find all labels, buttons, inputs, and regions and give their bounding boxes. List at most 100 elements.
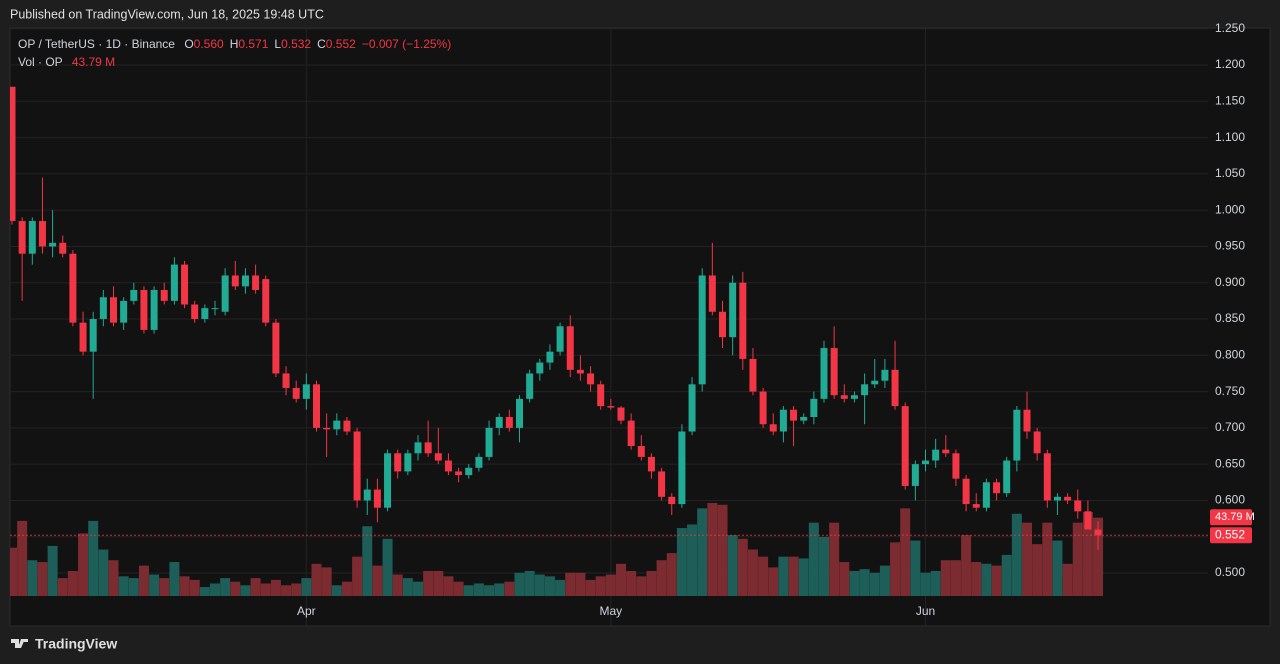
volume-bar bbox=[453, 581, 464, 596]
volume-bar bbox=[636, 576, 647, 596]
candle-body bbox=[10, 86, 16, 222]
candle-body bbox=[932, 449, 940, 461]
volume-bar bbox=[149, 574, 160, 596]
candle-body bbox=[922, 460, 929, 465]
y-tick-label: 0.500 bbox=[1215, 565, 1245, 579]
volume-bar bbox=[10, 547, 17, 596]
chart-pane bbox=[9, 27, 1271, 627]
volume-layer bbox=[10, 503, 1104, 596]
volume-bar bbox=[179, 576, 190, 596]
candle-body bbox=[404, 453, 412, 472]
candle-body bbox=[475, 456, 483, 468]
legend-change: −0.007 (−1.25%) bbox=[362, 37, 451, 51]
published-note: Published on TradingView.com, Jun 18, 20… bbox=[10, 7, 324, 21]
last-price-box bbox=[1210, 527, 1252, 544]
candle-body bbox=[241, 275, 249, 287]
y-tick-label: 1.100 bbox=[1215, 130, 1245, 144]
candle-body bbox=[820, 348, 828, 399]
candle-body bbox=[830, 348, 838, 396]
candle-body bbox=[343, 420, 351, 432]
candle-body bbox=[140, 289, 148, 330]
volume-bar bbox=[230, 581, 241, 596]
candle-body bbox=[952, 453, 960, 479]
logo-mark bbox=[11, 639, 28, 648]
volume-bar bbox=[1052, 540, 1063, 596]
candle-body bbox=[465, 467, 473, 476]
volume-bar bbox=[270, 579, 281, 596]
volume-bar bbox=[484, 585, 495, 596]
candle-body bbox=[942, 449, 950, 454]
volume-bar bbox=[362, 526, 373, 596]
candle-body bbox=[719, 311, 726, 338]
volume-bar bbox=[717, 504, 728, 596]
volume-bar bbox=[1093, 517, 1104, 596]
candle-body bbox=[1043, 453, 1051, 501]
candle-body bbox=[505, 416, 513, 428]
candle-body bbox=[495, 416, 503, 428]
volume-bar bbox=[331, 585, 342, 596]
candle-body bbox=[647, 456, 655, 472]
candle-body bbox=[1064, 496, 1072, 501]
candle-body bbox=[1003, 460, 1011, 494]
volume-bar bbox=[199, 587, 210, 596]
candle-body bbox=[272, 322, 280, 374]
volume-bar bbox=[108, 560, 119, 596]
volume-bar bbox=[189, 579, 200, 596]
volume-bar bbox=[169, 562, 180, 596]
candle-body bbox=[526, 373, 534, 399]
legend-key: O bbox=[184, 37, 193, 51]
candle-body bbox=[607, 406, 615, 408]
candle-body bbox=[861, 384, 869, 396]
candle-body bbox=[739, 282, 747, 359]
volume-bar bbox=[138, 565, 149, 596]
volume-bar bbox=[88, 520, 99, 596]
candle-body bbox=[79, 322, 87, 352]
volume-bar bbox=[758, 556, 769, 596]
candle-body bbox=[191, 304, 199, 320]
legend: OP / TetherUS · 1D · Binance O0.560 H0.57… bbox=[18, 37, 451, 51]
candle-body bbox=[302, 384, 310, 399]
candle-body bbox=[911, 464, 919, 486]
volume-bar bbox=[98, 549, 109, 596]
candle-body bbox=[231, 275, 239, 287]
volume-bar bbox=[250, 578, 261, 596]
candle-body bbox=[292, 387, 300, 399]
candle-body bbox=[759, 391, 767, 425]
candle-body bbox=[627, 420, 635, 447]
candle-body bbox=[546, 351, 554, 363]
candle-body bbox=[201, 308, 209, 320]
candle-body bbox=[576, 369, 584, 374]
candle-body bbox=[962, 478, 970, 505]
volume-bar bbox=[585, 579, 596, 596]
candle-body bbox=[282, 373, 290, 388]
volume-bar bbox=[423, 570, 434, 596]
volume-bar bbox=[869, 572, 880, 596]
volume-bar bbox=[1042, 522, 1053, 596]
volume-bar bbox=[626, 570, 637, 596]
volume-bar bbox=[301, 578, 312, 596]
volume-bar bbox=[605, 574, 616, 596]
candle-body bbox=[1013, 409, 1021, 461]
volume-bar bbox=[920, 572, 931, 596]
candle-body bbox=[881, 369, 889, 381]
volume-bar bbox=[220, 578, 231, 596]
candle-body bbox=[901, 406, 909, 486]
volume-bar bbox=[646, 570, 657, 596]
candle-body bbox=[678, 431, 686, 505]
candle-layer bbox=[10, 86, 1208, 550]
volume-bar bbox=[747, 549, 758, 596]
volume-bar bbox=[798, 558, 809, 596]
candle-body bbox=[749, 358, 757, 392]
volume-bar bbox=[961, 535, 972, 596]
volume-bar bbox=[341, 581, 352, 596]
candle-body bbox=[891, 369, 899, 407]
candle-body bbox=[69, 253, 77, 323]
volume-bar bbox=[900, 508, 911, 596]
candle-body bbox=[130, 289, 138, 301]
candle-body bbox=[708, 275, 716, 312]
candle-body bbox=[455, 471, 463, 476]
volume-bar bbox=[1082, 511, 1093, 596]
volume-bar bbox=[575, 572, 586, 596]
volume-bar bbox=[737, 538, 748, 596]
candle-body bbox=[414, 442, 422, 454]
